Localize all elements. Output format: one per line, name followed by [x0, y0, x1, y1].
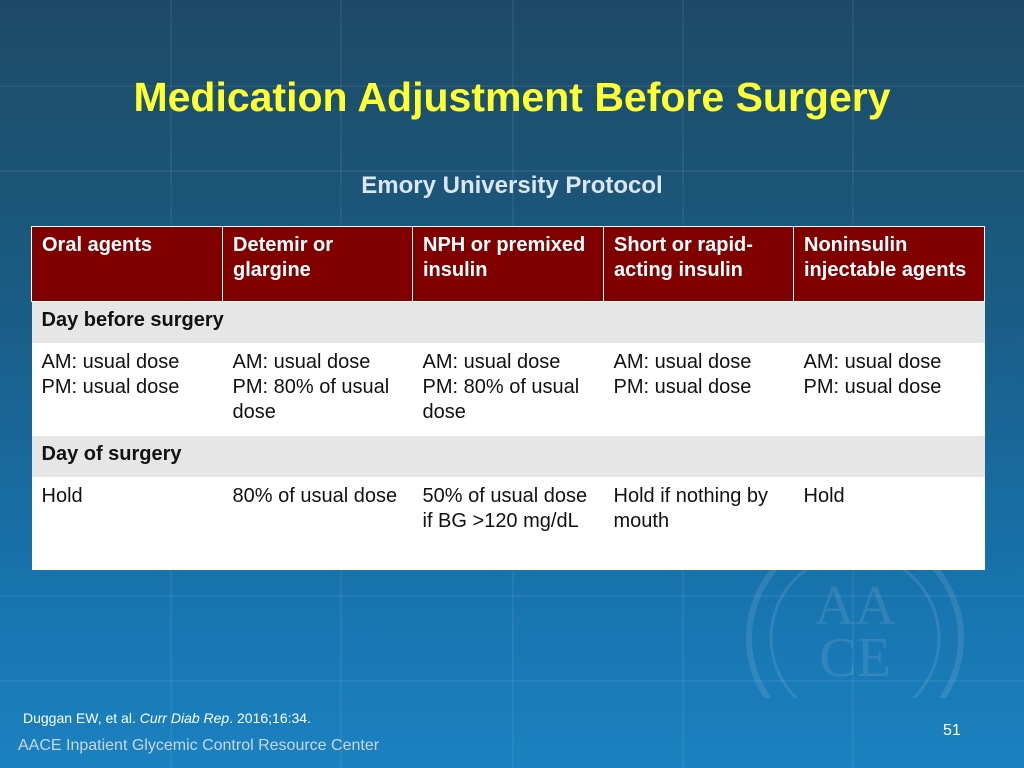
citation-authors: Duggan EW, et al.	[23, 710, 140, 726]
table-cell: AM: usual dose PM: usual dose	[793, 343, 985, 436]
header-nph-premixed: NPH or premixed insulin	[412, 226, 604, 302]
table-cell: Hold	[793, 477, 985, 570]
header-oral-agents: Oral agents	[31, 226, 223, 302]
table-header-row: Oral agents Detemir or glargine NPH or p…	[31, 226, 985, 302]
citation: Duggan EW, et al. Curr Diab Rep. 2016;16…	[23, 710, 311, 726]
header-short-rapid-insulin: Short or rapid-acting insulin	[603, 226, 794, 302]
table-cell: AM: usual dose PM: 80% of usual dose	[222, 343, 413, 436]
header-detemir-glargine: Detemir or glargine	[222, 226, 413, 302]
table-cell: AM: usual dose PM: usual dose	[31, 343, 223, 436]
table-cell: Hold	[31, 477, 223, 570]
svg-text:CE: CE	[819, 627, 891, 689]
section-row-day-of: Day of surgery	[31, 436, 985, 477]
table-cell: AM: usual dose PM: 80% of usual dose	[412, 343, 604, 436]
section-row-day-before: Day before surgery	[31, 301, 985, 343]
citation-journal: Curr Diab Rep	[139, 710, 230, 726]
table-cell: Hold if nothing by mouth	[603, 477, 794, 570]
aace-seal-watermark: AA CE	[742, 548, 968, 698]
table-cell: 80% of usual dose	[222, 477, 413, 570]
table-row: AM: usual dose PM: usual dose AM: usual …	[31, 343, 985, 436]
page-number: 51	[943, 722, 961, 739]
table-cell: AM: usual dose PM: usual dose	[603, 343, 794, 436]
section-label: Day before surgery	[31, 301, 985, 343]
slide-subtitle: Emory University Protocol	[361, 172, 663, 199]
header-noninsulin-injectable: Noninsulin injectable agents	[793, 226, 985, 302]
footer-brand: AACE Inpatient Glycemic Control Resource…	[18, 737, 380, 754]
citation-details: . 2016;16:34.	[229, 710, 311, 726]
svg-text:AA: AA	[815, 575, 896, 637]
section-label: Day of surgery	[31, 436, 985, 477]
table-row: Hold 80% of usual dose 50% of usual dose…	[31, 477, 985, 570]
slide-title: Medication Adjustment Before Surgery	[133, 74, 891, 120]
table-cell: 50% of usual dose if BG >120 mg/dL	[412, 477, 604, 570]
medication-table: Oral agents Detemir or glargine NPH or p…	[31, 226, 985, 570]
